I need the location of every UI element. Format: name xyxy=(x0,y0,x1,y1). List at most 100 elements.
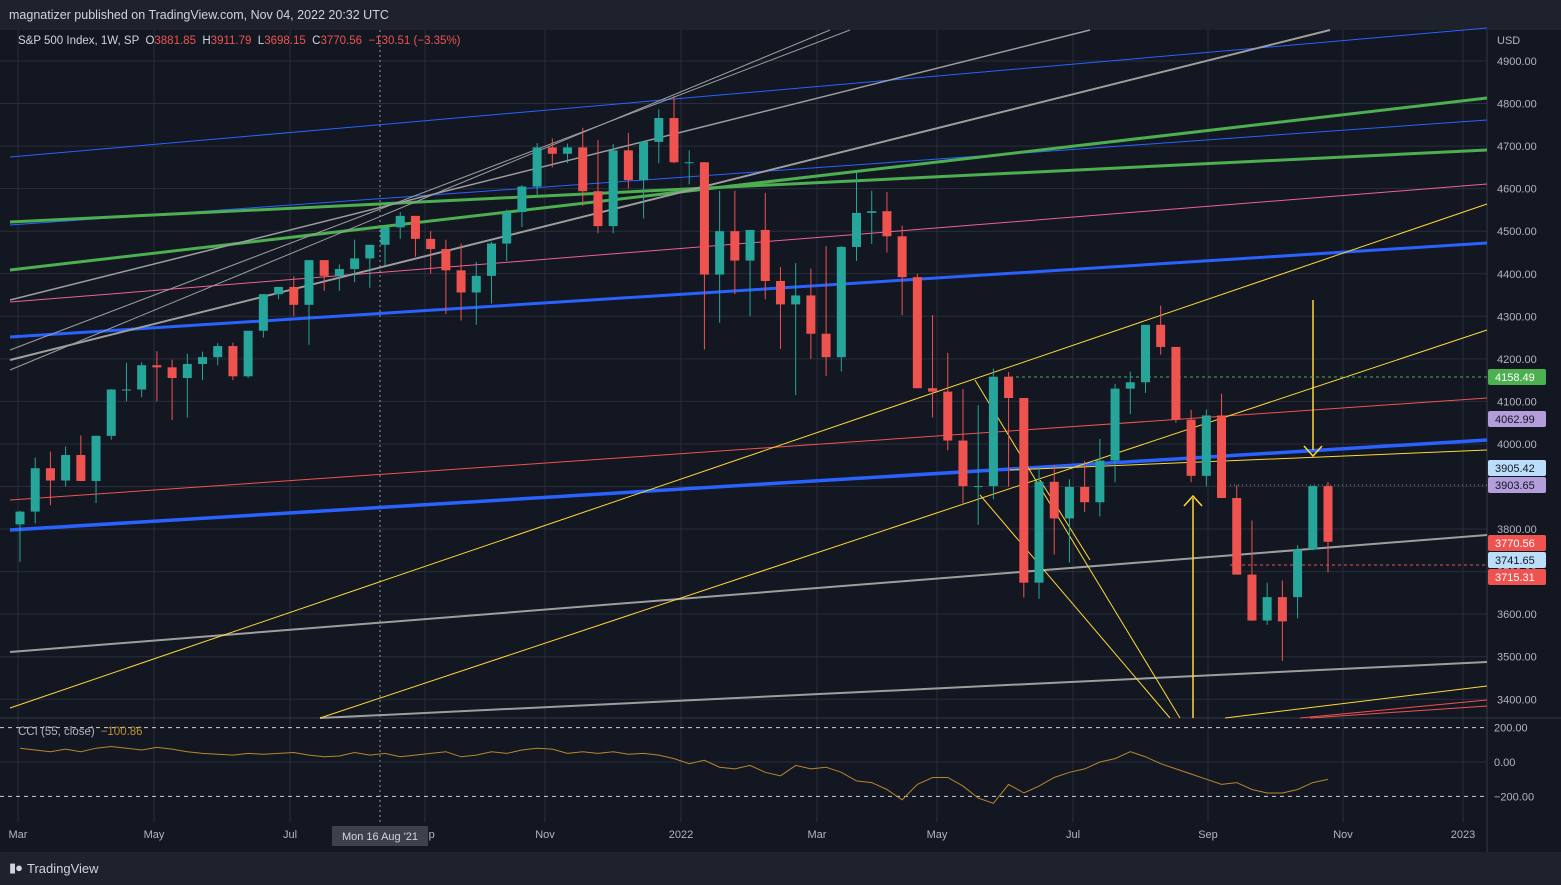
candle-body xyxy=(76,455,86,481)
candle-body xyxy=(867,211,877,213)
trend-line xyxy=(9,96,1488,272)
trend-line xyxy=(1039,479,1091,561)
cci-level-label: 0.00 xyxy=(1494,757,1515,769)
candle-body xyxy=(684,162,694,164)
candle-body xyxy=(1308,486,1318,550)
tradingview-logo[interactable]: ▮● TradingView xyxy=(9,860,99,876)
candle-body xyxy=(106,389,116,436)
trend-line xyxy=(1309,705,1488,719)
candle-body xyxy=(730,231,740,261)
candle-body xyxy=(547,147,557,154)
arrow-down-head xyxy=(1303,445,1323,458)
candle-body xyxy=(654,118,664,142)
change-value: −130.51 (−3.35%) xyxy=(368,35,461,47)
candle-body xyxy=(1080,486,1090,503)
price-tag-bg xyxy=(1488,535,1546,551)
support-line xyxy=(9,438,1488,532)
time-label: May xyxy=(144,829,165,841)
candle-body xyxy=(243,330,253,377)
price-tag: 4158.49 xyxy=(1495,372,1535,384)
candle-body xyxy=(152,365,162,368)
axis-tick-label: 4200.00 xyxy=(1497,354,1537,366)
resistance-line xyxy=(9,241,1488,339)
candle-body xyxy=(1156,324,1166,347)
candle-body xyxy=(806,295,816,334)
candle-body xyxy=(45,468,55,481)
trend-line xyxy=(319,661,1488,719)
candle-body xyxy=(380,227,390,245)
candle-body xyxy=(30,468,40,512)
time-axis: MarMayJulSepNov2022MarMayJulSepNov2023Mo… xyxy=(9,826,1475,846)
axis-tick-label: 4900.00 xyxy=(1497,56,1537,68)
candle-body xyxy=(289,286,299,305)
axis-tick-label: 4700.00 xyxy=(1497,141,1537,153)
candle-body xyxy=(715,231,725,275)
close-value: 3770.56 xyxy=(320,35,363,47)
candle-body xyxy=(699,162,709,275)
candle-body xyxy=(91,435,101,481)
cci-line xyxy=(19,745,1329,804)
price-tag: 3905.42 xyxy=(1495,463,1535,475)
arrow-up-head xyxy=(1183,494,1203,507)
candle-body xyxy=(1125,382,1135,389)
trend-line xyxy=(9,397,1488,501)
low-value: 3698.15 xyxy=(264,35,306,47)
crosshair-time-bg xyxy=(332,826,428,846)
time-label: Jul xyxy=(1066,829,1080,841)
axis-tick-label: 4000.00 xyxy=(1497,439,1537,451)
trend-lines[interactable] xyxy=(9,27,1488,719)
candle-body xyxy=(258,294,268,331)
axis-tick-label: 4600.00 xyxy=(1497,184,1537,196)
crosshair-time-label: Mon 16 Aug '21 xyxy=(342,831,418,843)
price-tag-bg xyxy=(1488,411,1546,427)
candle-body xyxy=(775,280,785,305)
trend-line xyxy=(9,27,1488,158)
candle-body xyxy=(593,191,603,227)
trend-line xyxy=(9,148,1488,224)
candle-body xyxy=(213,346,223,358)
symbol-title: S&P 500 Index, 1W, SP xyxy=(18,35,140,47)
candle-body xyxy=(1140,324,1150,383)
candle-body xyxy=(319,260,329,276)
time-label: 2023 xyxy=(1451,829,1475,841)
trend-line xyxy=(9,29,1331,361)
candle-body xyxy=(350,258,360,270)
axis-tick-label: 4800.00 xyxy=(1497,99,1537,111)
trend-line xyxy=(1224,685,1488,719)
candle-body xyxy=(973,486,983,488)
candle-body xyxy=(1247,574,1257,621)
trend-line xyxy=(9,119,1488,226)
candle-body xyxy=(836,246,846,358)
price-tag-bg xyxy=(1488,552,1546,568)
price-tag: 3715.31 xyxy=(1495,572,1535,584)
candle-body xyxy=(517,186,527,213)
candle-body xyxy=(228,346,238,377)
price-tag: 3741.65 xyxy=(1495,555,1535,567)
candle-body xyxy=(988,376,998,487)
axis-tick-label: 3400.00 xyxy=(1497,694,1537,706)
candle-body xyxy=(1232,497,1242,575)
time-label: 2022 xyxy=(669,829,693,841)
time-label: Nov xyxy=(535,829,555,841)
chart-area[interactable]: 200.00 0.00 −200.00 USD 4900.00 4800.00 4700.… xyxy=(0,0,1561,852)
high-label: H xyxy=(202,35,211,47)
axis-tick-label: 3800.00 xyxy=(1497,524,1537,536)
candle-body xyxy=(1277,597,1287,622)
trend-line xyxy=(9,29,831,371)
candle-body xyxy=(456,270,466,293)
price-tag-bg xyxy=(1488,477,1546,493)
candle-body xyxy=(1034,481,1044,583)
time-label: Sep xyxy=(1198,829,1218,841)
candle-body xyxy=(15,511,25,525)
candle-body xyxy=(486,243,496,276)
trend-line xyxy=(1299,699,1488,719)
candle-body xyxy=(441,249,451,271)
symbol-legend: S&P 500 Index, 1W, SP O3881.85 H3911.79 … xyxy=(18,35,461,47)
trend-line xyxy=(9,29,1091,301)
publisher-text: magnatizer published on TradingView.com,… xyxy=(9,8,389,22)
time-label: Nov xyxy=(1333,829,1353,841)
candle-body xyxy=(1049,481,1059,519)
trend-line xyxy=(319,329,1488,719)
candle-body xyxy=(365,244,375,259)
trend-line xyxy=(974,379,1181,719)
